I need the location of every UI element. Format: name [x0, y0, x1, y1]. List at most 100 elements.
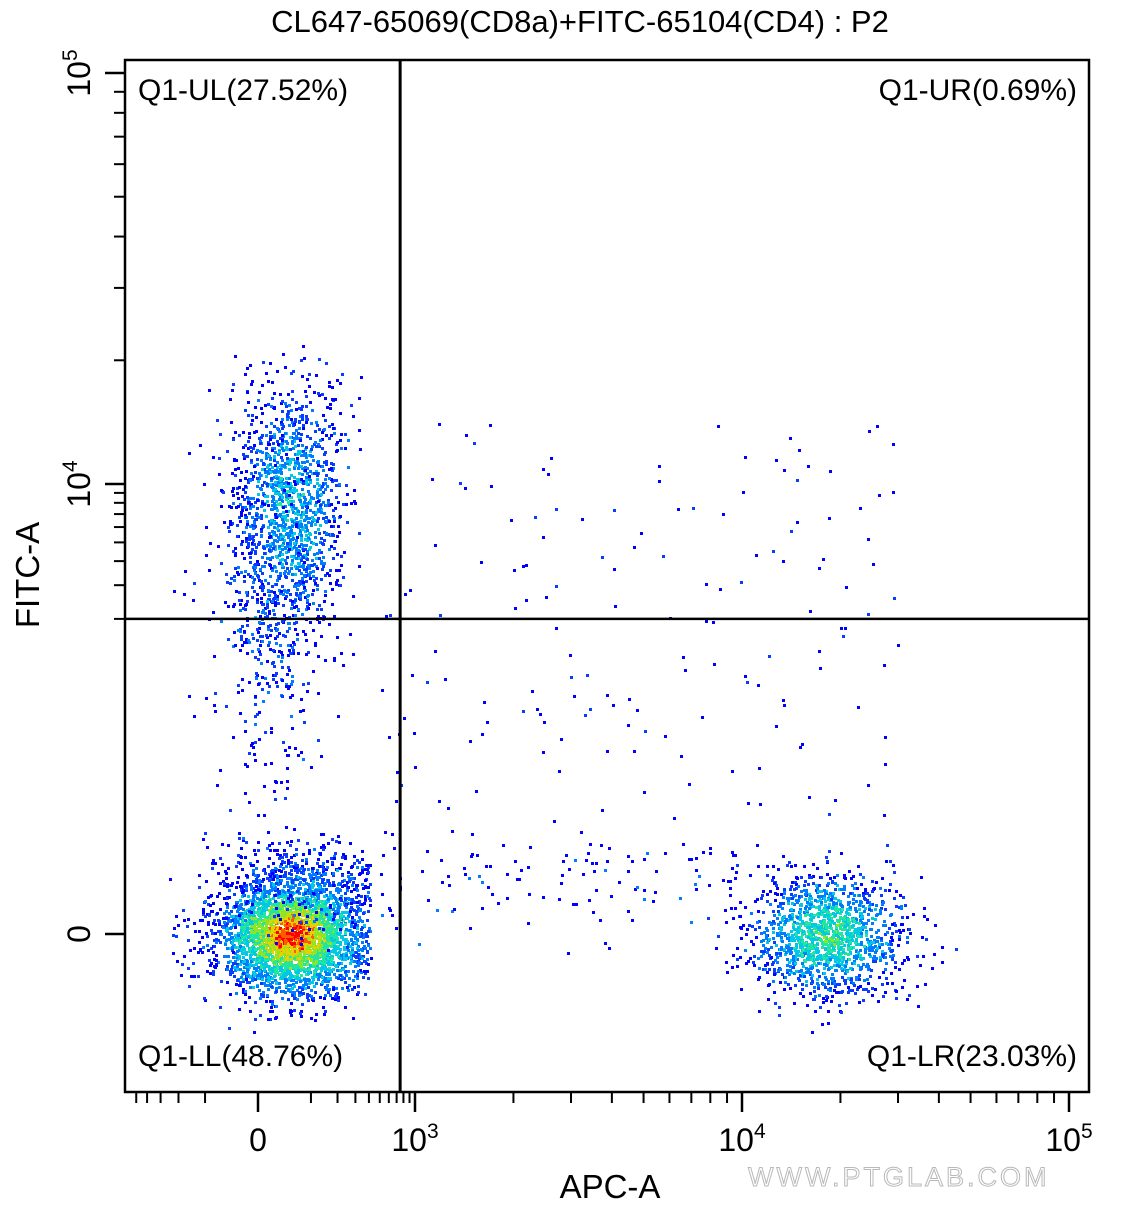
event-dot — [298, 563, 301, 566]
event-dot — [295, 552, 298, 555]
event-dot — [322, 955, 325, 958]
event-dot — [311, 886, 314, 889]
event-dot — [286, 457, 289, 460]
event-dot — [261, 676, 264, 679]
event-dot — [260, 982, 263, 985]
event-dot — [297, 906, 300, 909]
event-dot — [183, 593, 186, 596]
event-dot — [277, 951, 280, 954]
event-dot — [246, 600, 249, 603]
event-dot — [290, 474, 293, 477]
event-dot — [285, 527, 288, 530]
event-dot — [282, 449, 285, 452]
event-dot — [316, 478, 319, 481]
event-dot — [306, 566, 309, 569]
event-dot — [249, 883, 252, 886]
event-dot — [299, 1012, 302, 1015]
event-dot — [235, 506, 238, 509]
event-dot — [218, 923, 221, 926]
event-dot — [298, 545, 301, 548]
event-dot — [189, 949, 192, 952]
event-dot — [242, 991, 245, 994]
event-dot — [253, 931, 256, 934]
event-dot — [356, 977, 359, 980]
event-dot — [293, 440, 296, 443]
event-dot — [335, 935, 338, 938]
event-dot — [304, 981, 307, 984]
event-dot — [215, 954, 218, 957]
event-dot — [301, 1003, 304, 1006]
event-dot — [270, 727, 273, 730]
event-dot — [353, 960, 356, 963]
event-dot — [294, 628, 297, 631]
event-dot — [291, 579, 294, 582]
event-dot — [341, 911, 344, 914]
event-dot — [288, 923, 291, 926]
event-dot — [305, 421, 308, 424]
event-dot — [312, 575, 315, 578]
event-dot — [330, 937, 333, 940]
event-dot — [258, 391, 261, 394]
event-dot — [272, 970, 275, 973]
event-dot — [302, 556, 305, 559]
event-dot — [316, 552, 319, 555]
event-dot — [295, 971, 298, 974]
event-dot — [326, 954, 329, 957]
event-dot — [243, 927, 246, 930]
event-dot — [245, 508, 248, 511]
event-dot — [287, 859, 290, 862]
event-dot — [306, 842, 309, 845]
event-dot — [266, 890, 269, 893]
event-dot — [311, 931, 314, 934]
event-dot — [204, 999, 207, 1002]
event-dot — [294, 483, 297, 486]
event-dot — [358, 565, 361, 568]
event-dot — [336, 932, 339, 935]
event-dot — [327, 942, 330, 945]
event-dot — [208, 959, 211, 962]
event-dot — [302, 984, 305, 987]
event-dot — [188, 695, 191, 698]
event-dot — [286, 514, 289, 517]
event-dot — [199, 444, 202, 447]
event-dot — [210, 947, 213, 950]
event-dot — [271, 662, 274, 665]
event-dot — [332, 961, 335, 964]
event-dot — [256, 875, 259, 878]
event-dot — [356, 961, 359, 964]
event-dot — [276, 466, 279, 469]
event-dot — [286, 922, 289, 925]
event-dot — [320, 508, 323, 511]
event-dot — [297, 887, 300, 890]
event-dot — [272, 918, 275, 921]
event-dot — [296, 588, 299, 591]
event-dot — [329, 977, 332, 980]
event-dot — [309, 533, 312, 536]
event-dot — [283, 614, 286, 617]
event-dot — [256, 560, 259, 563]
event-dot — [290, 555, 293, 558]
event-dot — [307, 906, 310, 909]
event-dot — [293, 487, 296, 490]
event-dot — [322, 469, 325, 472]
event-dot — [318, 936, 321, 939]
event-dot — [238, 957, 241, 960]
event-dot — [241, 625, 244, 628]
event-dot — [273, 407, 276, 410]
event-dot — [301, 865, 304, 868]
event-dot — [277, 883, 280, 886]
event-dot — [318, 604, 321, 607]
event-dot — [316, 915, 319, 918]
event-dot — [290, 715, 293, 718]
event-dot — [230, 968, 233, 971]
event-dot — [263, 503, 266, 506]
event-dot — [345, 484, 348, 487]
event-dot — [353, 489, 356, 492]
event-dot — [250, 744, 253, 747]
event-dot — [242, 950, 245, 953]
event-dot — [298, 918, 301, 921]
event-dot — [305, 943, 308, 946]
event-dot — [251, 950, 254, 953]
event-dot — [233, 575, 236, 578]
event-dot — [286, 413, 289, 416]
